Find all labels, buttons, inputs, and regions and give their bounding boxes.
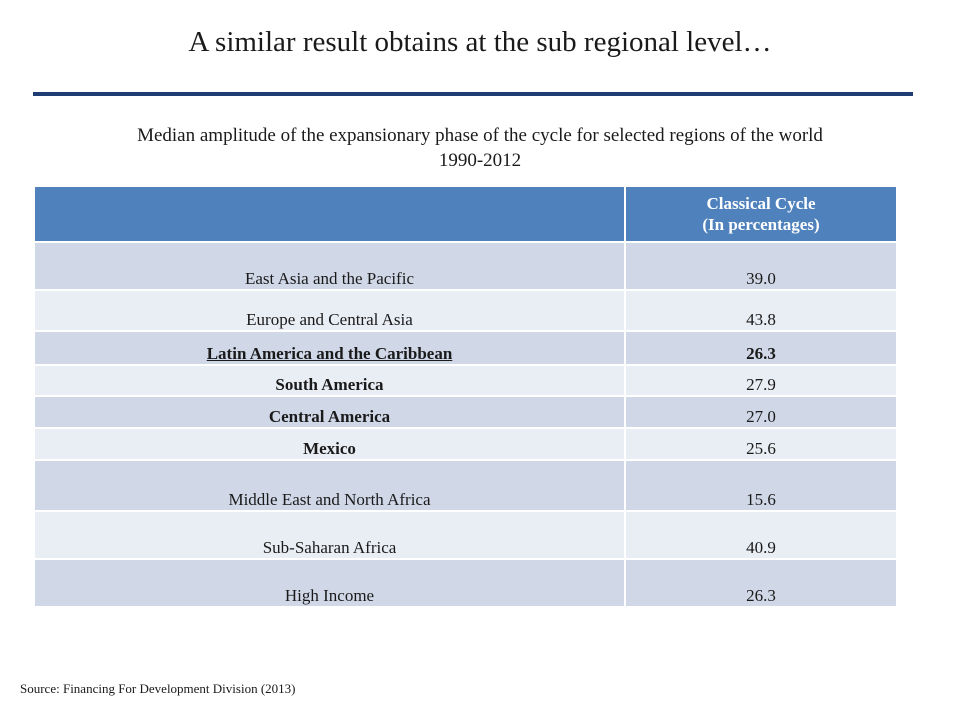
table-row: Sub-Saharan Africa 40.9 [33,510,898,560]
header-value-line-2: (In percentages) [702,215,820,234]
value-cell: 26.3 [624,330,898,366]
table-caption: Median amplitude of the expansionary pha… [0,123,960,173]
table-header-row: Classical Cycle (In percentages) [33,185,898,243]
table-row: South America 27.9 [33,364,898,397]
caption-line-2: 1990-2012 [438,150,522,171]
header-classical-cycle: Classical Cycle (In percentages) [624,185,898,243]
region-cell: Europe and Central Asia [33,289,626,332]
region-cell: High Income [33,558,626,608]
region-cell: Latin America and the Caribbean [33,330,626,366]
title-divider [33,92,913,96]
table-row: East Asia and the Pacific 39.0 [33,241,898,291]
value-cell: 15.6 [624,459,898,512]
region-cell: Central America [33,395,626,429]
value-cell: 39.0 [624,241,898,291]
caption-line-1: Median amplitude of the expansionary pha… [137,125,823,146]
value-cell: 27.0 [624,395,898,429]
region-cell: East Asia and the Pacific [33,241,626,291]
value-cell: 25.6 [624,427,898,461]
table-row: Europe and Central Asia 43.8 [33,289,898,332]
header-region [33,185,626,243]
value-cell: 43.8 [624,289,898,332]
region-cell: South America [33,364,626,397]
header-value-line-1: Classical Cycle [706,194,816,213]
region-cell: Middle East and North Africa [33,459,626,512]
source-note: Source: Financing For Development Divisi… [20,681,296,696]
table-row: Mexico 25.6 [33,427,898,461]
slide-title: A similar result obtains at the sub regi… [188,26,772,58]
value-cell: 27.9 [624,364,898,397]
value-cell: 26.3 [624,558,898,608]
value-cell: 40.9 [624,510,898,560]
amplitude-table: Classical Cycle (In percentages) East As… [33,185,898,608]
table-row: High Income 26.3 [33,558,898,608]
region-cell: Sub-Saharan Africa [33,510,626,560]
table-row: Latin America and the Caribbean 26.3 [33,330,898,366]
table-row: Middle East and North Africa 15.6 [33,459,898,512]
table-row: Central America 27.0 [33,395,898,429]
region-cell: Mexico [33,427,626,461]
